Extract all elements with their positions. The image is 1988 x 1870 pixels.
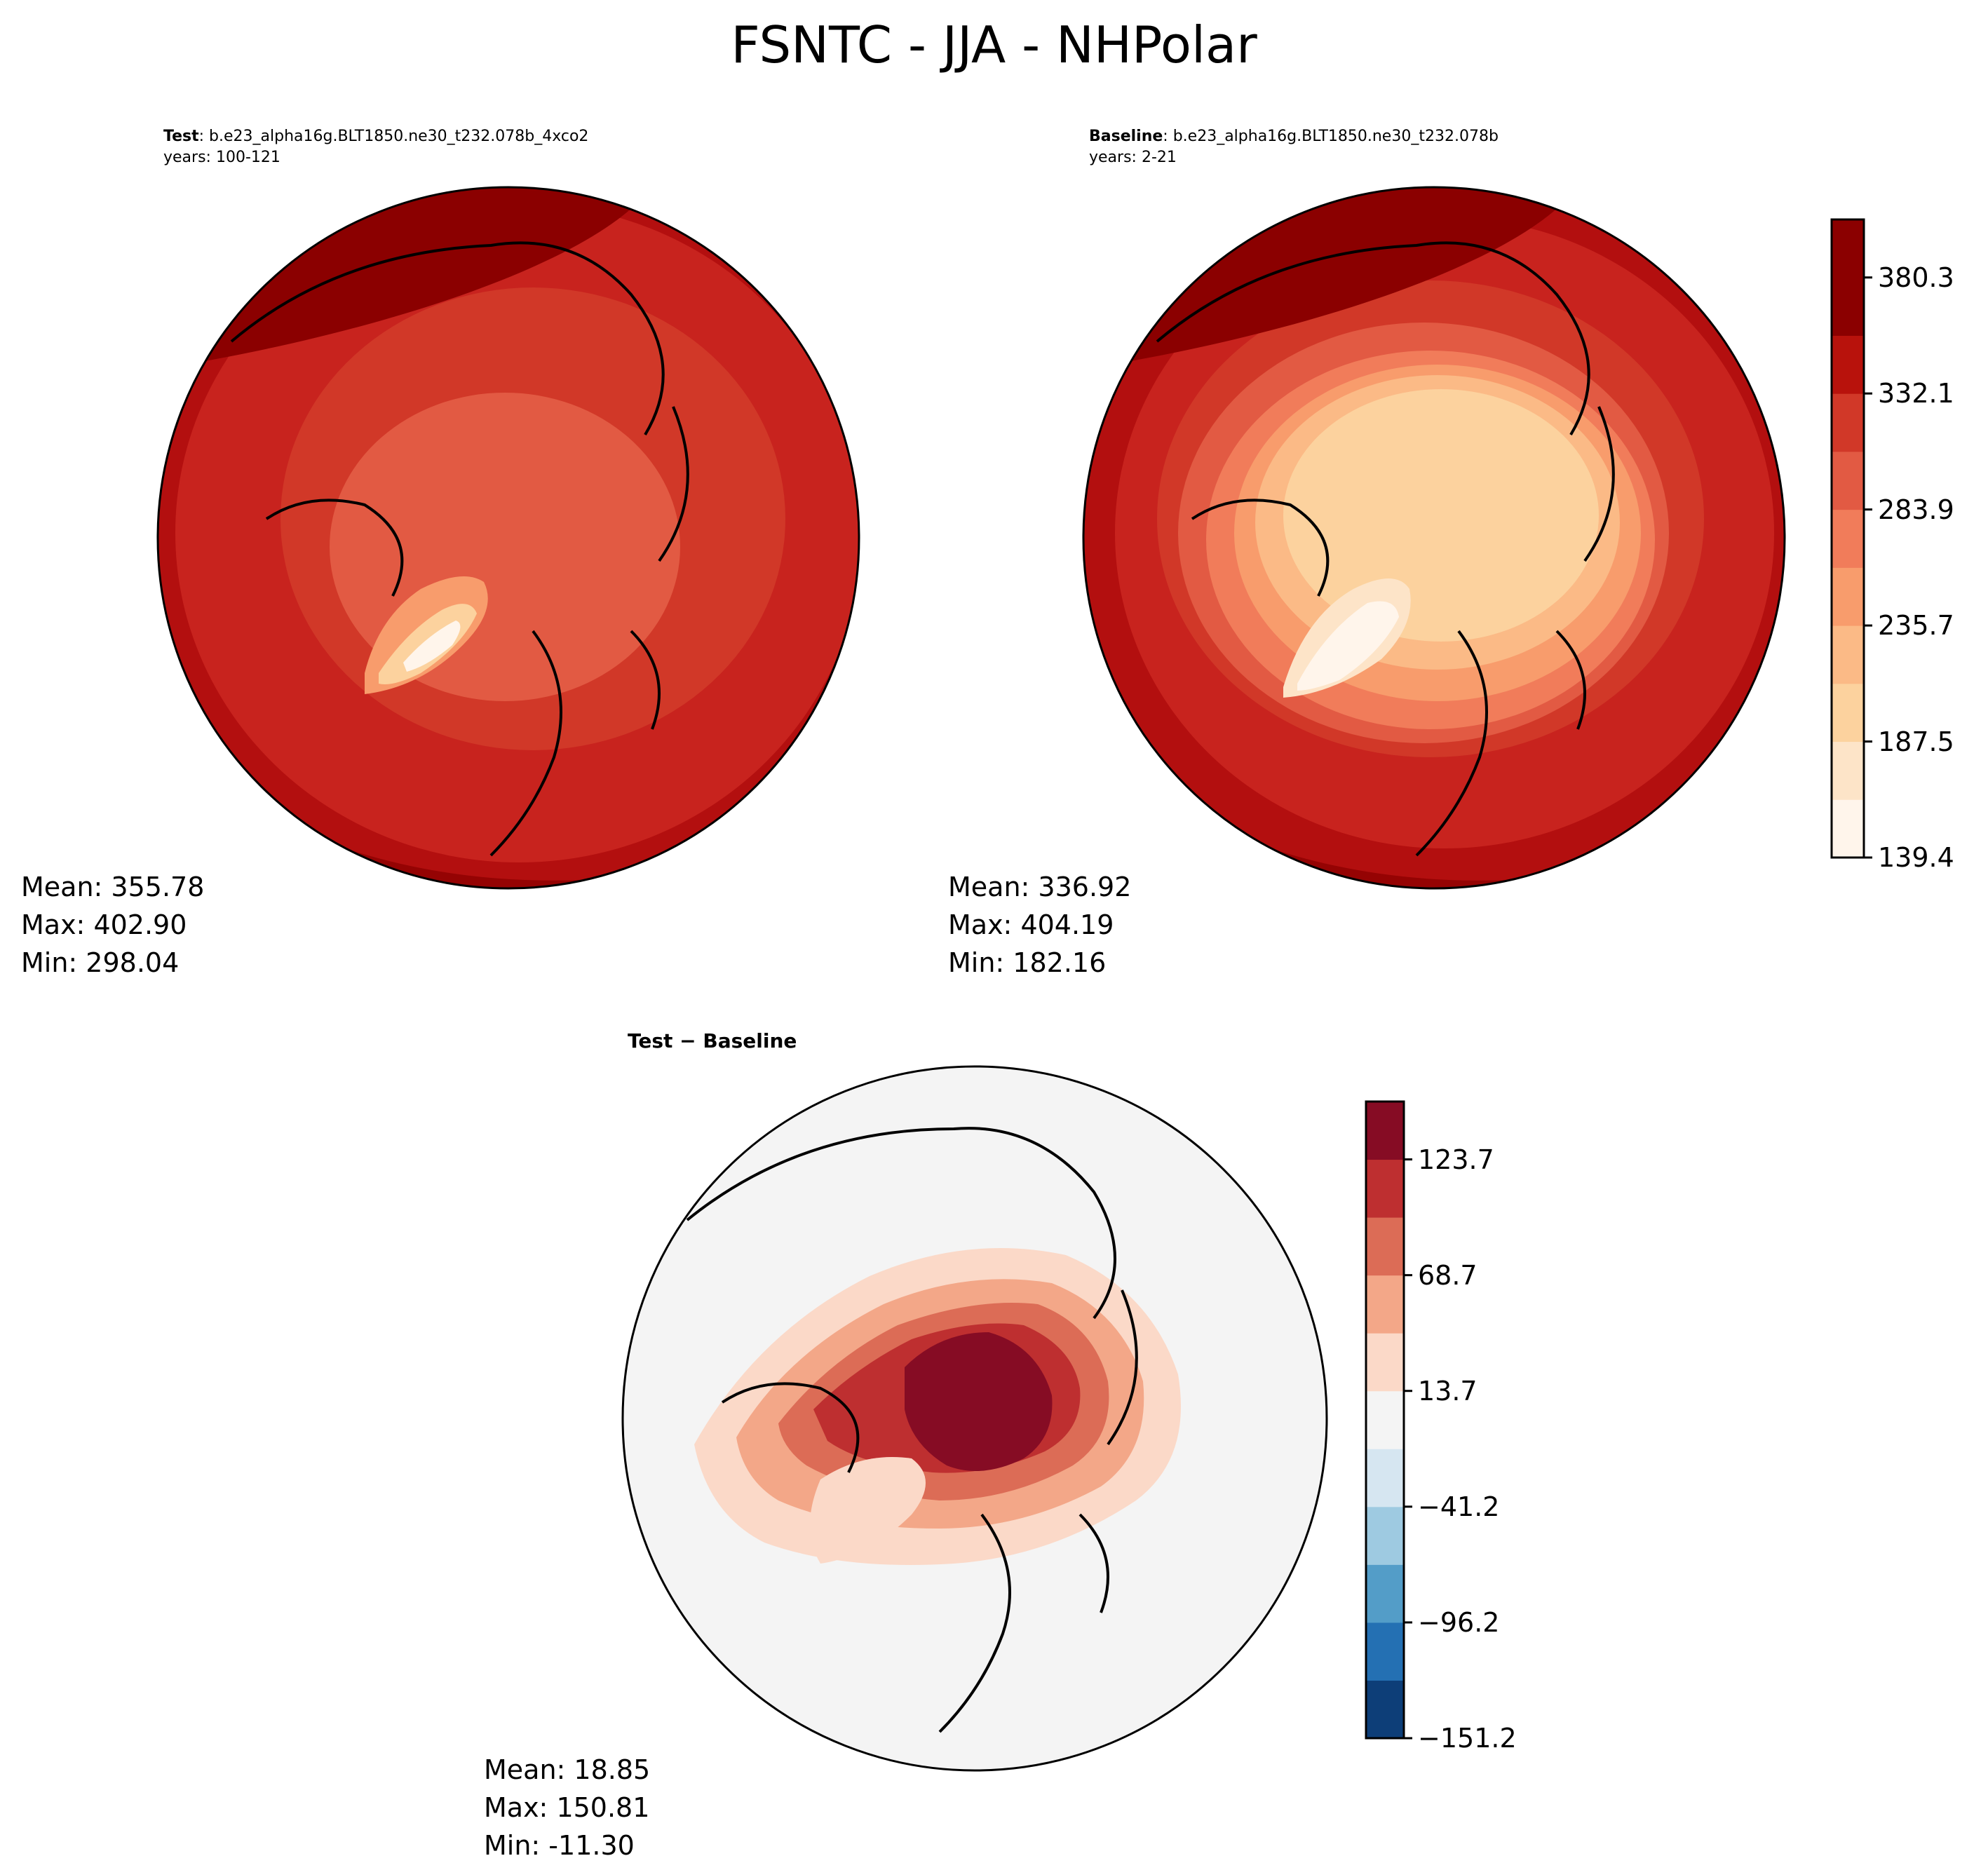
diff-colorbar	[1365, 1100, 1412, 1740]
test-max: Max: 402.90	[21, 909, 187, 940]
diff-colorbar-segment	[1366, 1159, 1404, 1218]
baseline-colorbar-tick-label: 235.7	[1878, 610, 1954, 642]
test-map	[156, 186, 860, 890]
baseline-colorbar-tick-label: 332.1	[1878, 378, 1954, 409]
baseline-colorbar-segment	[1832, 335, 1864, 394]
test-case-name: : b.e23_alpha16g.BLT1850.ne30_t232.078b_…	[198, 128, 589, 145]
diff-colorbar-segment	[1366, 1102, 1404, 1160]
diff-map-field	[623, 1066, 1327, 1770]
baseline-mean: Mean: 336.92	[948, 872, 1132, 902]
baseline-colorbar-segment	[1832, 683, 1864, 743]
test-min: Min: 298.04	[21, 947, 180, 978]
diff-colorbar-tick-label: −96.2	[1418, 1606, 1500, 1638]
diff-colorbar-segment	[1366, 1622, 1404, 1681]
baseline-colorbar-segment	[1832, 509, 1864, 568]
diff-mean: Mean: 18.85	[484, 1754, 651, 1785]
diff-colorbar-tick-label: −41.2	[1418, 1491, 1500, 1522]
baseline-label: Baseline	[1089, 128, 1163, 145]
test-panel-header: Test: b.e23_alpha16g.BLT1850.ne30_t232.0…	[163, 126, 588, 168]
diff-colorbar-segment	[1366, 1680, 1404, 1739]
baseline-colorbar-segment	[1832, 393, 1864, 452]
diff-colorbar-segment	[1366, 1449, 1404, 1507]
baseline-min: Min: 182.16	[948, 947, 1107, 978]
baseline-panel-header: Baseline: b.e23_alpha16g.BLT1850.ne30_t2…	[1089, 126, 1499, 168]
figure-title: FSNTC - JJA - NHPolar	[731, 15, 1257, 74]
baseline-stats: Mean: 336.92 Max: 404.19 Min: 182.16	[948, 868, 1131, 982]
baseline-max: Max: 404.19	[948, 909, 1114, 940]
diff-min: Min: -11.30	[484, 1830, 635, 1861]
diff-colorbar-segment	[1366, 1390, 1404, 1449]
baseline-colorbar-segment	[1832, 567, 1864, 626]
diff-max: Max: 150.81	[484, 1792, 650, 1823]
baseline-colorbar-tick-label: 139.4	[1878, 842, 1954, 873]
diff-colorbar-segment	[1366, 1506, 1404, 1565]
baseline-colorbar-segment	[1832, 451, 1864, 510]
diff-coastline	[686, 1127, 1138, 1733]
baseline-colorbar-segment	[1832, 741, 1864, 800]
baseline-colorbar-tick-label: 283.9	[1878, 494, 1954, 525]
baseline-case-name: : b.e23_alpha16g.BLT1850.ne30_t232.078b	[1163, 128, 1499, 145]
test-label: Test	[163, 128, 199, 145]
baseline-colorbar-outline	[1830, 218, 1865, 859]
baseline-colorbar-tick-label: 187.5	[1878, 726, 1954, 757]
baseline-colorbar-segment	[1832, 799, 1864, 858]
diff-colorbar-tick-label: 68.7	[1418, 1259, 1478, 1291]
diff-colorbar-tick-label: −151.2	[1418, 1723, 1517, 1754]
diff-colorbar-segment	[1366, 1275, 1404, 1334]
test-stats: Mean: 355.78 Max: 402.90 Min: 298.04	[21, 868, 204, 982]
test-coastline	[230, 241, 689, 857]
baseline-years: years: 2-21	[1089, 149, 1177, 166]
diff-colorbar-tick-label: 13.7	[1418, 1375, 1478, 1407]
diff-panel-header: Test − Baseline	[628, 1029, 797, 1052]
test-years: years: 100-121	[163, 149, 280, 166]
test-mean: Mean: 355.78	[21, 872, 205, 902]
baseline-colorbar	[1830, 218, 1872, 859]
diff-colorbar-segment	[1366, 1564, 1404, 1623]
baseline-coastline	[1156, 241, 1615, 857]
baseline-colorbar-tick-label: 380.3	[1878, 262, 1954, 293]
diff-colorbar-outline	[1365, 1100, 1405, 1740]
diff-map	[621, 1065, 1328, 1772]
baseline-colorbar-segment	[1832, 625, 1864, 684]
diff-colorbar-tick-label: 123.7	[1418, 1144, 1494, 1175]
diff-stats: Mean: 18.85 Max: 150.81 Min: -11.30	[484, 1751, 650, 1864]
diff-colorbar-segment	[1366, 1217, 1404, 1276]
baseline-colorbar-segment	[1832, 277, 1864, 336]
diff-colorbar-segment	[1366, 1333, 1404, 1392]
baseline-colorbar-segment	[1832, 219, 1864, 278]
